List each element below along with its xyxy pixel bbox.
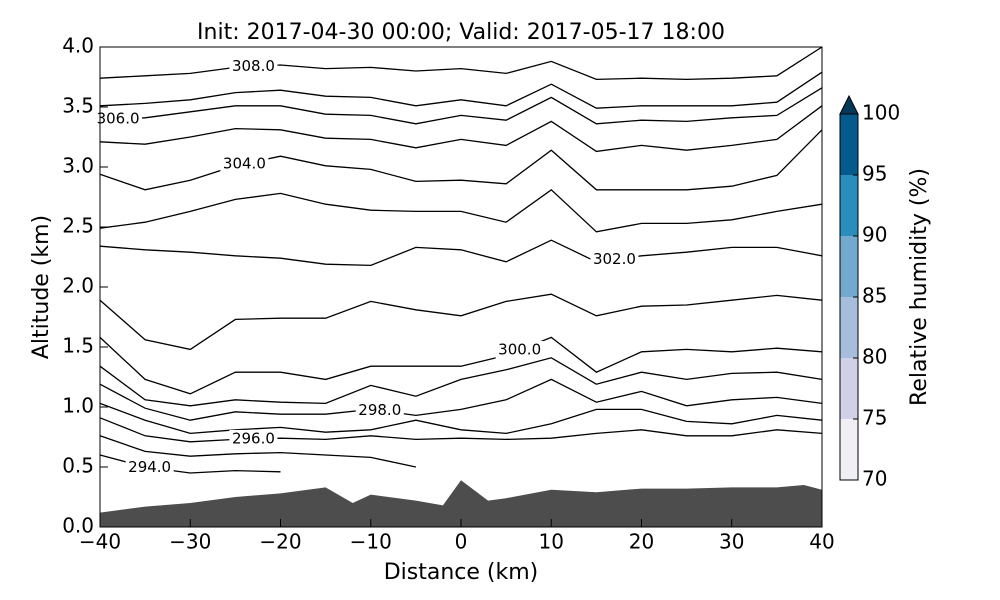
contour-label: 302.0 [593,250,636,268]
contour-line [99,239,823,267]
contour-line [99,188,823,233]
colorbar-tick-label: 85 [862,284,887,308]
contour-line [99,129,823,191]
x-tick-label: −40 [79,530,121,554]
contour-line [99,417,823,443]
colorbar-tick-label: 95 [862,162,887,186]
contour-label: 308.0 [232,57,275,75]
contour-label: 298.0 [358,401,401,419]
contour-line [99,71,823,109]
contour-line [99,378,823,421]
contour-line [99,435,417,468]
chart-title: Init: 2017-04-30 00:00; Valid: 2017-05-1… [197,20,725,45]
colorbar-tick-label: 100 [862,101,900,125]
y-tick-label: 0.5 [62,454,94,478]
contour-line [99,46,823,81]
contour-label-bg [229,429,278,448]
contour-label: 306.0 [97,110,140,128]
contour-label-bg [495,341,544,359]
contour-label: 296.0 [232,429,275,447]
x-tick-label: −10 [350,530,392,554]
y-tick-label: 3.5 [62,94,94,118]
contour-label: 300.0 [498,341,541,359]
x-tick-label: 10 [539,530,564,554]
terrain [100,480,822,527]
y-tick-label: 2.5 [62,214,94,238]
y-tick-label: 3.0 [62,154,94,178]
y-tick-label: 0.0 [62,514,94,538]
contour-label-bg [590,250,639,269]
colorbar-tick-label: 75 [862,406,887,430]
colorbar-extend [839,94,859,115]
contour-label-bg [125,458,174,477]
contour-line [99,87,823,125]
contour-label-bg [220,154,269,173]
colorbar-segment [840,297,858,358]
colorbar-tick-label: 70 [862,467,887,491]
x-tick-label: 20 [629,530,654,554]
x-tick-label: 0 [455,530,468,554]
contour-line [99,293,823,351]
colorbar-label: Relative humidity (%) [907,168,932,406]
y-tick-label: 2.0 [62,274,94,298]
x-axis-label: Distance (km) [384,560,539,585]
y-tick-label: 1.0 [62,394,94,418]
colorbar-segment [840,175,858,236]
colorbar-tick-label: 80 [862,345,887,369]
x-tick-label: 30 [719,530,744,554]
contour-label-bg [229,57,278,76]
contour-line [99,105,823,153]
contour-line [99,336,823,395]
colorbar-segment [840,114,858,175]
contour-line [99,357,823,407]
contour-label: 294.0 [128,458,171,476]
colorbar-tick-label: 90 [862,223,887,247]
y-tick-label: 1.5 [62,334,94,358]
x-tick-label: 40 [809,530,834,554]
contour-label: 304.0 [223,154,266,172]
contour-label-bg [94,110,143,129]
colorbar-segment [840,236,858,297]
contour-line [99,402,823,435]
x-tick-label: −20 [259,530,301,554]
x-tick-label: −30 [169,530,211,554]
y-axis-label: Altitude (km) [29,215,54,359]
colorbar-segment [840,358,858,419]
y-tick-label: 4.0 [62,34,94,58]
contour-label-bg [355,401,404,420]
colorbar-segment [840,419,858,480]
